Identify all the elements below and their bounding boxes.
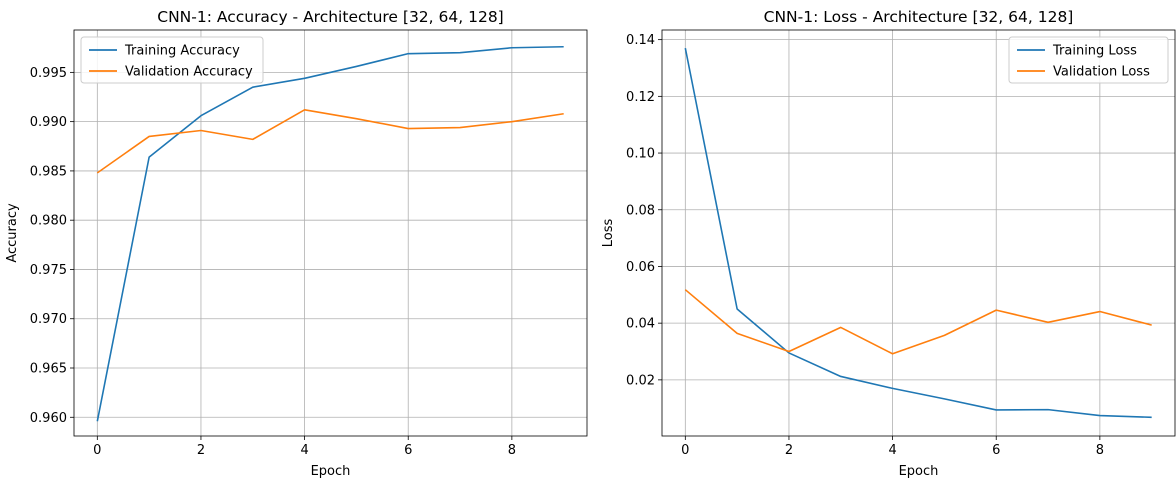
x-axis-label: Epoch xyxy=(899,464,939,479)
y-tick-label: 0.975 xyxy=(30,263,67,278)
legend: Training Loss Validation Loss xyxy=(1008,36,1169,84)
x-axis-label: Epoch xyxy=(311,464,351,479)
y-tick-label: 0.970 xyxy=(30,312,67,327)
series-line-training-accuracy xyxy=(96,45,564,422)
x-tick-label: 6 xyxy=(992,443,1000,458)
x-tick-label: 4 xyxy=(300,443,308,458)
y-tick-label: 0.960 xyxy=(30,411,67,426)
series-line-validation-loss xyxy=(684,289,1152,355)
y-tick-label: 0.965 xyxy=(30,362,67,377)
y-tick-label: 0.10 xyxy=(626,147,655,162)
x-tick-label: 0 xyxy=(93,443,101,458)
grid xyxy=(74,30,587,436)
y-tick-label: 0.06 xyxy=(626,260,655,275)
x-tick-label: 2 xyxy=(785,443,793,458)
x-tick-label: 6 xyxy=(404,443,412,458)
x-tick-label: 0 xyxy=(681,443,689,458)
legend-label: Training Accuracy xyxy=(124,44,240,59)
x-tick-label: 4 xyxy=(888,443,896,458)
x-tick-label: 2 xyxy=(197,443,205,458)
x-tick-label: 8 xyxy=(508,443,516,458)
y-tick-label: 0.985 xyxy=(30,164,67,179)
axes-frame xyxy=(73,29,588,437)
y-tick-label: 0.995 xyxy=(30,66,67,81)
chart-title: CNN-1: Accuracy - Architecture [32, 64, … xyxy=(157,8,503,26)
legend-box xyxy=(80,36,264,84)
y-tick-label: 0.08 xyxy=(626,203,655,218)
grid xyxy=(662,30,1175,436)
series-line-training-loss xyxy=(684,47,1152,419)
legend: Training Accuracy Validation Accuracy xyxy=(80,36,264,84)
series-line-validation-accuracy xyxy=(96,109,564,174)
y-tick-label: 0.04 xyxy=(626,317,655,332)
y-tick-label: 0.990 xyxy=(30,115,67,130)
chart-title: CNN-1: Loss - Architecture [32, 64, 128] xyxy=(764,8,1074,26)
legend-label: Validation Accuracy xyxy=(125,65,253,80)
legend-label: Training Loss xyxy=(1052,44,1137,59)
chart-panel-2: 0 2 4 6 8 0.02 0.04 0.06 0.08 0.10 0.12 0.14 CNN-1: … xyxy=(601,8,1176,479)
y-tick-label: 0.12 xyxy=(626,90,655,105)
y-axis-label: Loss xyxy=(601,219,616,248)
y-tick-label: 0.980 xyxy=(30,214,67,229)
axes-frame xyxy=(661,29,1176,437)
chart-panel-1: 0 2 4 6 8 0.960 0.965 0.970 0.975 0.980 0.985 0.990… xyxy=(5,8,588,479)
y-tick-label: 0.02 xyxy=(626,373,655,388)
y-axis-label: Accuracy xyxy=(5,203,20,263)
legend-label: Validation Loss xyxy=(1053,65,1150,80)
y-tick-label: 0.14 xyxy=(626,33,655,48)
legend-box xyxy=(1008,36,1169,84)
x-tick-label: 8 xyxy=(1096,443,1104,458)
